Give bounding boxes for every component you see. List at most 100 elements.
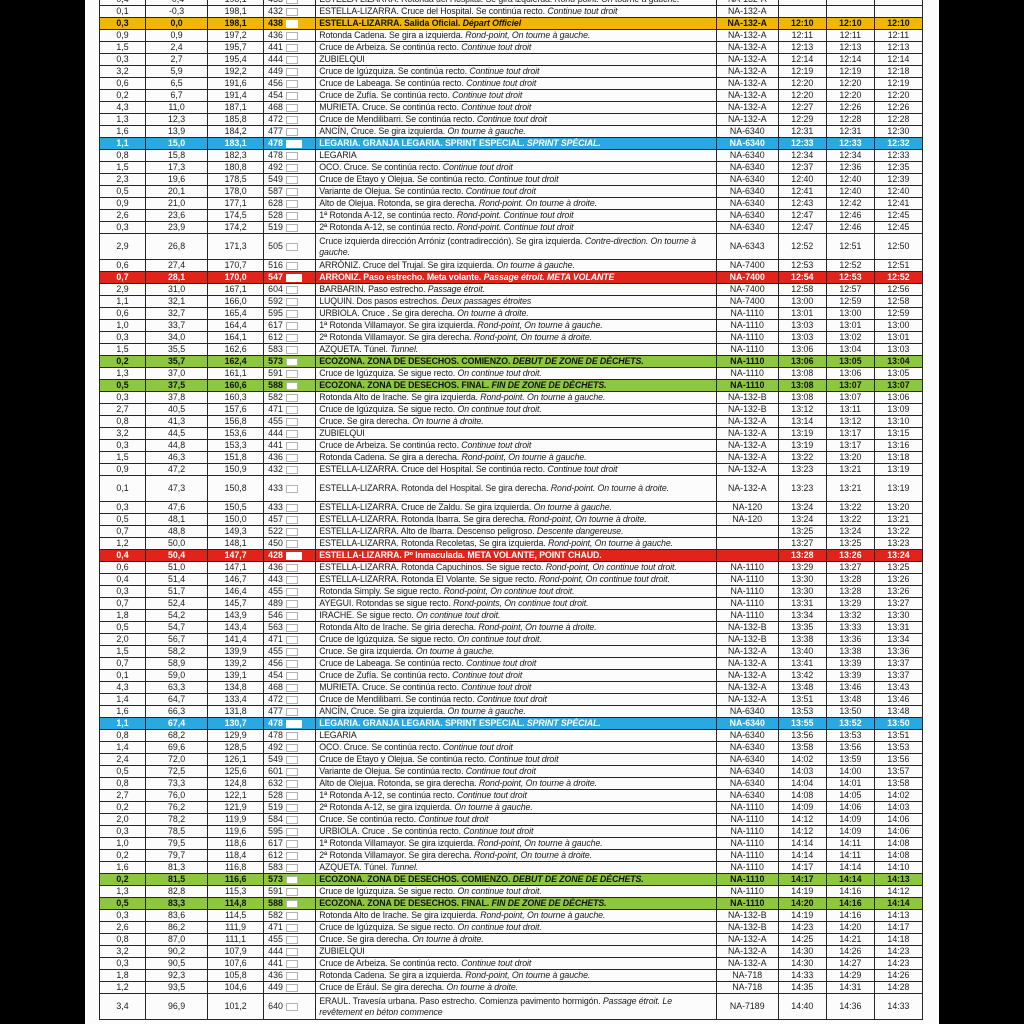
time-speed3-cell: 12:50 — [873, 233, 924, 260]
description-es: ESTELLA-LIZARRA. Rotonda Recoletas, Se g… — [319, 538, 548, 549]
route-row: 1,0 79,5 118,6 617 1ª Rotonda Villamayor. Se… — [98, 837, 924, 850]
km-partial-cell: 0,3 — [98, 53, 147, 66]
road-cell — [715, 537, 779, 550]
road-cell: NA-718 — [715, 981, 779, 994]
time-speed2-cell: 12:31 — [825, 125, 875, 138]
road-cell: NA-132-A — [715, 89, 779, 102]
km-total-cell: 64,7 — [145, 693, 209, 706]
km-total-cell: 31,0 — [145, 283, 209, 296]
description-cell: ECOZONA. ZONA DE DESECHOS. COMIENZO. DEB… — [315, 355, 717, 368]
road-cell: NA-1110 — [715, 885, 779, 898]
altitude-cell: 433 — [263, 501, 317, 514]
road-cell: NA-6340 — [715, 161, 779, 174]
description-es: Rotonda Alto de Irache. Se gira izquierd… — [319, 910, 481, 921]
description-fr: SPRINT SPÉCIAL. — [526, 138, 601, 149]
km-to-go-cell: 165,4 — [207, 307, 265, 320]
description-cell: 2ª Rotonda A-12, se continúa recto. Rond… — [315, 221, 717, 234]
time-speed2-cell: 14:36 — [825, 993, 875, 1020]
km-total-cell: 12,3 — [145, 113, 209, 126]
time-speed3-cell: 12:32 — [873, 137, 924, 150]
altitude-value: 477 — [268, 126, 283, 137]
time-speed3-cell: 14:06 — [873, 825, 924, 838]
time-speed2-cell: 13:38 — [825, 645, 875, 658]
description-fr: Rond-point. On tourne à gauche. — [555, 0, 680, 4]
road-cell: NA-6343 — [715, 233, 779, 260]
profile-box-icon — [285, 648, 298, 657]
altitude-cell: 587 — [263, 185, 317, 198]
profile-box-icon — [285, 876, 298, 885]
altitude-cell: 472 — [263, 693, 317, 706]
km-partial-cell: 1,1 — [98, 295, 147, 308]
altitude-cell: 477 — [263, 705, 317, 718]
altitude-value: 628 — [268, 198, 283, 209]
altitude-cell: 604 — [263, 283, 317, 296]
time-speed3-cell: 13:00 — [873, 319, 924, 332]
time-speed1-cell: 13:12 — [777, 403, 827, 416]
description-es: 1ª Rotonda A-12, se continúa recto. — [319, 210, 457, 221]
km-partial-cell: 0,3 — [98, 501, 147, 514]
time-speed2-cell: 14:14 — [825, 873, 875, 886]
route-row: 0,6 6,5 191,6 456 Cruce de Labeaga. Se conti… — [98, 77, 924, 90]
time-speed3-cell: 12:52 — [873, 271, 924, 284]
description-cell: 1ª Rotonda A-12, se continúa recto. Cont… — [315, 789, 717, 802]
description-cell: ESTELLA-LIZARRA. Rotonda del Hospital. S… — [315, 475, 717, 502]
km-to-go-cell: 148,1 — [207, 537, 265, 550]
km-partial-cell: 1,0 — [98, 319, 147, 332]
profile-box-icon — [285, 466, 298, 475]
km-to-go-cell: 139,1 — [207, 669, 265, 682]
description-fr: On tourne à droite. — [457, 308, 529, 319]
description-es: 2ª Rotonda Villamayor. Se gira derecha. — [319, 850, 474, 861]
time-speed2-cell: 12:59 — [825, 295, 875, 308]
time-speed1-cell: 14:20 — [777, 897, 827, 910]
time-speed1-cell: 13:55 — [777, 717, 827, 730]
km-partial-cell: 0,1 — [98, 669, 147, 682]
description-fr: Rond-point, On tourne à gauche. — [465, 30, 591, 41]
km-to-go-cell: 101,2 — [207, 993, 265, 1020]
time-speed2-cell: 12:51 — [825, 233, 875, 260]
route-row: 0,8 15,8 182,3 478 LEGARIA NA-6340 12:34 12:34 1… — [98, 149, 924, 162]
road-cell: NA-132-A — [715, 53, 779, 66]
km-to-go-cell: 192,2 — [207, 65, 265, 78]
time-speed3-cell: 13:46 — [873, 693, 924, 706]
profile-box-icon — [285, 418, 298, 427]
route-row: 0,5 20,1 178,0 587 Variante de Olejua. Se co… — [98, 185, 924, 198]
altitude-value: 436 — [268, 452, 283, 463]
road-cell: NA-6340 — [715, 777, 779, 790]
description-cell: Cruce de Mendilibarri. Se continúa recto… — [315, 693, 717, 706]
time-speed2-cell: 14:31 — [825, 981, 875, 994]
road-cell: NA-6340 — [715, 149, 779, 162]
description-cell: ESTELLA-LIZARRA. Cruce del Hospital. Se … — [315, 463, 717, 476]
description-es: MURIETA. Cruce. Se continúa recto. — [319, 102, 462, 113]
altitude-cell: 441 — [263, 957, 317, 970]
road-cell: NA-132-A — [715, 415, 779, 428]
route-row: 0,4 51,4 146,7 443 ESTELLA-LIZARRA. Rotonda … — [98, 573, 924, 586]
km-to-go-cell: 146,7 — [207, 573, 265, 586]
description-cell: AZQUETA. Túnel. Tunnel. — [315, 861, 717, 874]
altitude-value: 478 — [268, 150, 283, 161]
km-partial-cell: 0,5 — [98, 185, 147, 198]
route-row: 0,3 37,8 160,3 582 Rotonda Alto de Irache. S… — [98, 391, 924, 404]
description-es: ESTELLA-LIZARRA. Rotonda Ibarra. Se gira… — [319, 514, 529, 525]
time-speed2-cell: 14:09 — [825, 813, 875, 826]
description-es: OCO. Cruce. Se continúa recto. — [319, 162, 443, 173]
altitude-cell: 549 — [263, 173, 317, 186]
km-partial-cell: 0,7 — [98, 525, 147, 538]
time-speed1-cell: 13:34 — [777, 609, 827, 622]
time-speed1-cell: 13:06 — [777, 355, 827, 368]
description-cell: ARRONIZ. Paso estrecho. Meta volante. Pa… — [315, 271, 717, 284]
road-cell: NA-132-A — [715, 451, 779, 464]
altitude-cell: 477 — [263, 125, 317, 138]
route-row: 0,7 52,4 145,7 489 AYEGUI. Rotondas se sigue… — [98, 597, 924, 610]
road-cell: NA-6340 — [715, 137, 779, 150]
description-es: Cruce de Igúzquiza. Se sigue recto. — [319, 886, 458, 897]
profile-box-icon — [285, 298, 298, 307]
time-speed1-cell: 12:47 — [777, 221, 827, 234]
description-fr: Continue tout droit — [442, 162, 513, 173]
km-partial-cell: 1,4 — [98, 741, 147, 754]
km-partial-cell: 2,7 — [98, 789, 147, 802]
km-total-cell: 15,0 — [145, 137, 209, 150]
description-es: ECOZONA. ZONA DE DESECHOS. FINAL. — [319, 380, 492, 391]
road-cell: NA-1110 — [715, 813, 779, 826]
description-fr: Contre-direction. On tourne à gauche. — [319, 236, 696, 257]
description-es: Rotonda Cadena. Se gira a izquierda. — [319, 970, 466, 981]
